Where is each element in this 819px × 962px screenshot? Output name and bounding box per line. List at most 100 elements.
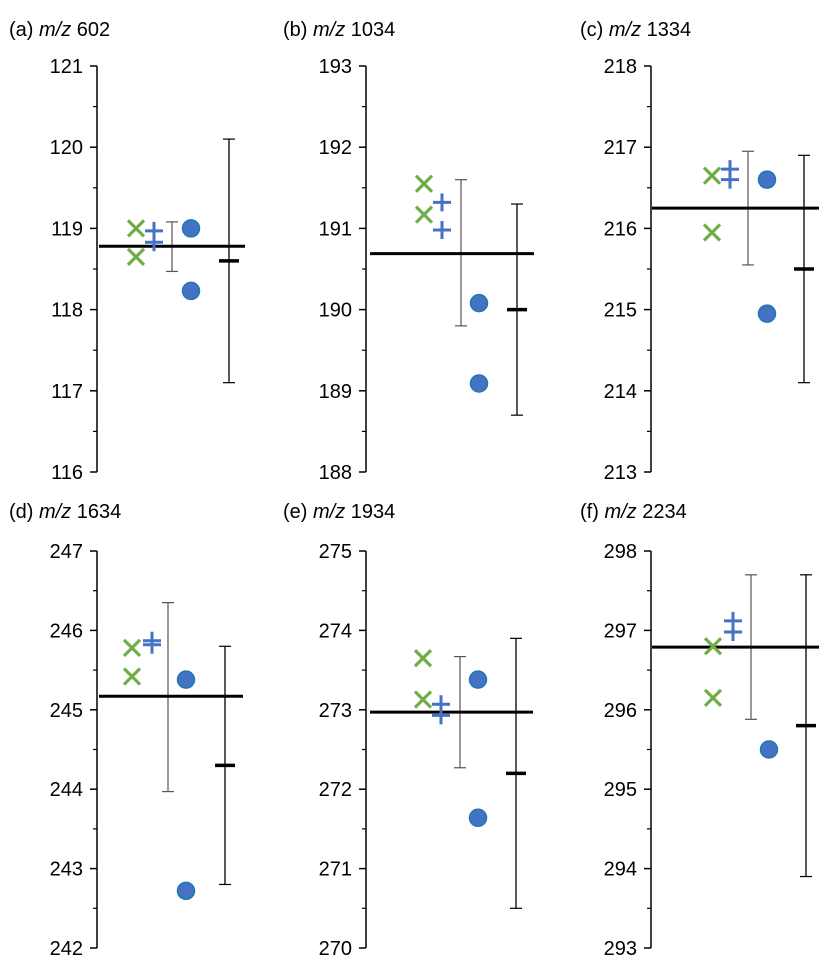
panel-title-mz: m/z xyxy=(39,19,71,41)
cross-marker xyxy=(703,637,723,656)
cross-marker xyxy=(126,247,146,266)
y-tick-label: 214 xyxy=(604,381,637,403)
panel-title-prefix: (f) xyxy=(580,501,604,523)
circle-marker xyxy=(757,304,777,323)
y-tick-label: 246 xyxy=(50,620,83,642)
panel-c: (c) m/z 1334 213 214 215 216 217 218 xyxy=(580,19,819,484)
cross-marker xyxy=(414,205,434,224)
cross-marker xyxy=(703,688,723,708)
plus-marker xyxy=(433,193,451,212)
y-tick-label: 119 xyxy=(51,218,83,240)
panel-title-mz: m/z xyxy=(313,501,345,523)
y-tick-label: 296 xyxy=(604,700,637,722)
y-tick-label: 193 xyxy=(319,56,352,78)
circle-marker xyxy=(757,170,777,189)
cross-marker xyxy=(126,219,146,238)
panel-f: (f) m/z 2234 293 294 295 296 297 298 xyxy=(580,501,819,960)
circle-marker xyxy=(759,740,779,759)
cross-stroke-2 xyxy=(122,638,142,657)
y-tick-label: 244 xyxy=(50,779,83,801)
panel-e: (e) m/z 1934 270 271 272 273 274 275 xyxy=(283,501,533,960)
y-tick-label: 272 xyxy=(319,779,352,801)
panel-title-value: 1934 xyxy=(345,501,395,523)
y-tick-label: 295 xyxy=(604,779,637,801)
plus-marker xyxy=(143,635,161,654)
panel-title-value: 1634 xyxy=(71,501,121,523)
panel-title-prefix: (e) xyxy=(283,501,313,523)
panel-a: (a) m/z 602 116 117 118 119 120 121 xyxy=(9,19,245,484)
y-tick-label: 189 xyxy=(319,381,352,403)
cross-stroke-2 xyxy=(126,219,146,238)
circle-marker xyxy=(176,670,196,689)
panel-title: (c) m/z 1334 xyxy=(580,19,691,41)
plus-marker xyxy=(432,706,450,725)
plus-marker xyxy=(724,622,742,641)
panel-title: (e) m/z 1934 xyxy=(283,501,395,523)
panel-title-prefix: (c) xyxy=(580,19,609,41)
panel-title: (d) m/z 1634 xyxy=(9,501,121,523)
cross-stroke-2 xyxy=(126,247,146,266)
cross-stroke-2 xyxy=(414,205,434,224)
panel-title-value: 1034 xyxy=(345,19,395,41)
y-tick-label: 243 xyxy=(50,859,83,881)
panel-title: (f) m/z 2234 xyxy=(580,501,687,523)
cross-stroke-2 xyxy=(703,637,723,656)
circle-marker xyxy=(468,808,488,828)
cross-marker xyxy=(413,690,433,709)
cross-stroke-2 xyxy=(122,667,142,686)
y-tick-label: 274 xyxy=(319,620,352,642)
cross-stroke-2 xyxy=(414,174,434,193)
y-tick-label: 298 xyxy=(604,541,637,563)
panel-b: (b) m/z 1034 188 189 190 191 192 193 xyxy=(283,19,534,484)
y-tick-label: 120 xyxy=(50,137,83,159)
panel-title-mz: m/z xyxy=(39,501,71,523)
panel-title: (a) m/z 602 xyxy=(9,19,110,41)
y-tick-label: 247 xyxy=(50,541,83,563)
y-tick-label: 213 xyxy=(604,462,637,484)
circle-marker xyxy=(176,881,196,901)
y-tick-label: 270 xyxy=(319,938,352,960)
y-tick-label: 294 xyxy=(604,859,637,881)
circle-marker xyxy=(469,293,489,313)
y-tick-label: 217 xyxy=(604,137,637,159)
y-tick-label: 191 xyxy=(319,218,352,240)
panel-title-value: 2234 xyxy=(637,501,687,523)
y-tick-label: 216 xyxy=(604,218,637,240)
circle-marker xyxy=(468,670,488,689)
y-tick-label: 117 xyxy=(51,381,83,403)
cross-stroke-2 xyxy=(703,688,723,708)
panel-title-mz: m/z xyxy=(609,19,641,41)
y-tick-label: 190 xyxy=(319,300,352,322)
cross-stroke-2 xyxy=(413,649,433,668)
y-tick-label: 116 xyxy=(51,462,83,484)
panel-title: (b) m/z 1034 xyxy=(283,19,395,41)
plus-marker xyxy=(433,221,451,240)
panel-title-prefix: (d) xyxy=(9,501,39,523)
y-tick-label: 271 xyxy=(319,859,352,881)
y-tick-label: 218 xyxy=(604,56,637,78)
cross-marker xyxy=(413,649,433,668)
circle-marker xyxy=(181,219,201,238)
panel-title-mz: m/z xyxy=(604,501,636,523)
panel-title-value: 602 xyxy=(71,19,110,41)
cross-marker xyxy=(122,667,142,686)
y-tick-label: 275 xyxy=(319,541,352,563)
cross-marker xyxy=(702,166,722,185)
plus-marker xyxy=(721,170,739,189)
cross-stroke-2 xyxy=(702,166,722,185)
y-tick-label: 245 xyxy=(50,700,83,722)
y-tick-label: 121 xyxy=(50,56,83,78)
panel-title-prefix: (a) xyxy=(9,19,39,41)
cross-marker xyxy=(414,174,434,193)
panel-title-value: 1334 xyxy=(641,19,691,41)
circle-marker xyxy=(469,374,489,393)
plus-marker xyxy=(145,233,163,252)
panel-d: (d) m/z 1634 242 243 244 245 246 247 xyxy=(9,501,243,960)
panel-title-mz: m/z xyxy=(313,19,345,41)
cross-stroke-2 xyxy=(702,223,722,242)
circle-marker xyxy=(181,281,201,301)
y-tick-label: 188 xyxy=(319,462,352,484)
cross-stroke-2 xyxy=(413,690,433,709)
panel-title-prefix: (b) xyxy=(283,19,313,41)
